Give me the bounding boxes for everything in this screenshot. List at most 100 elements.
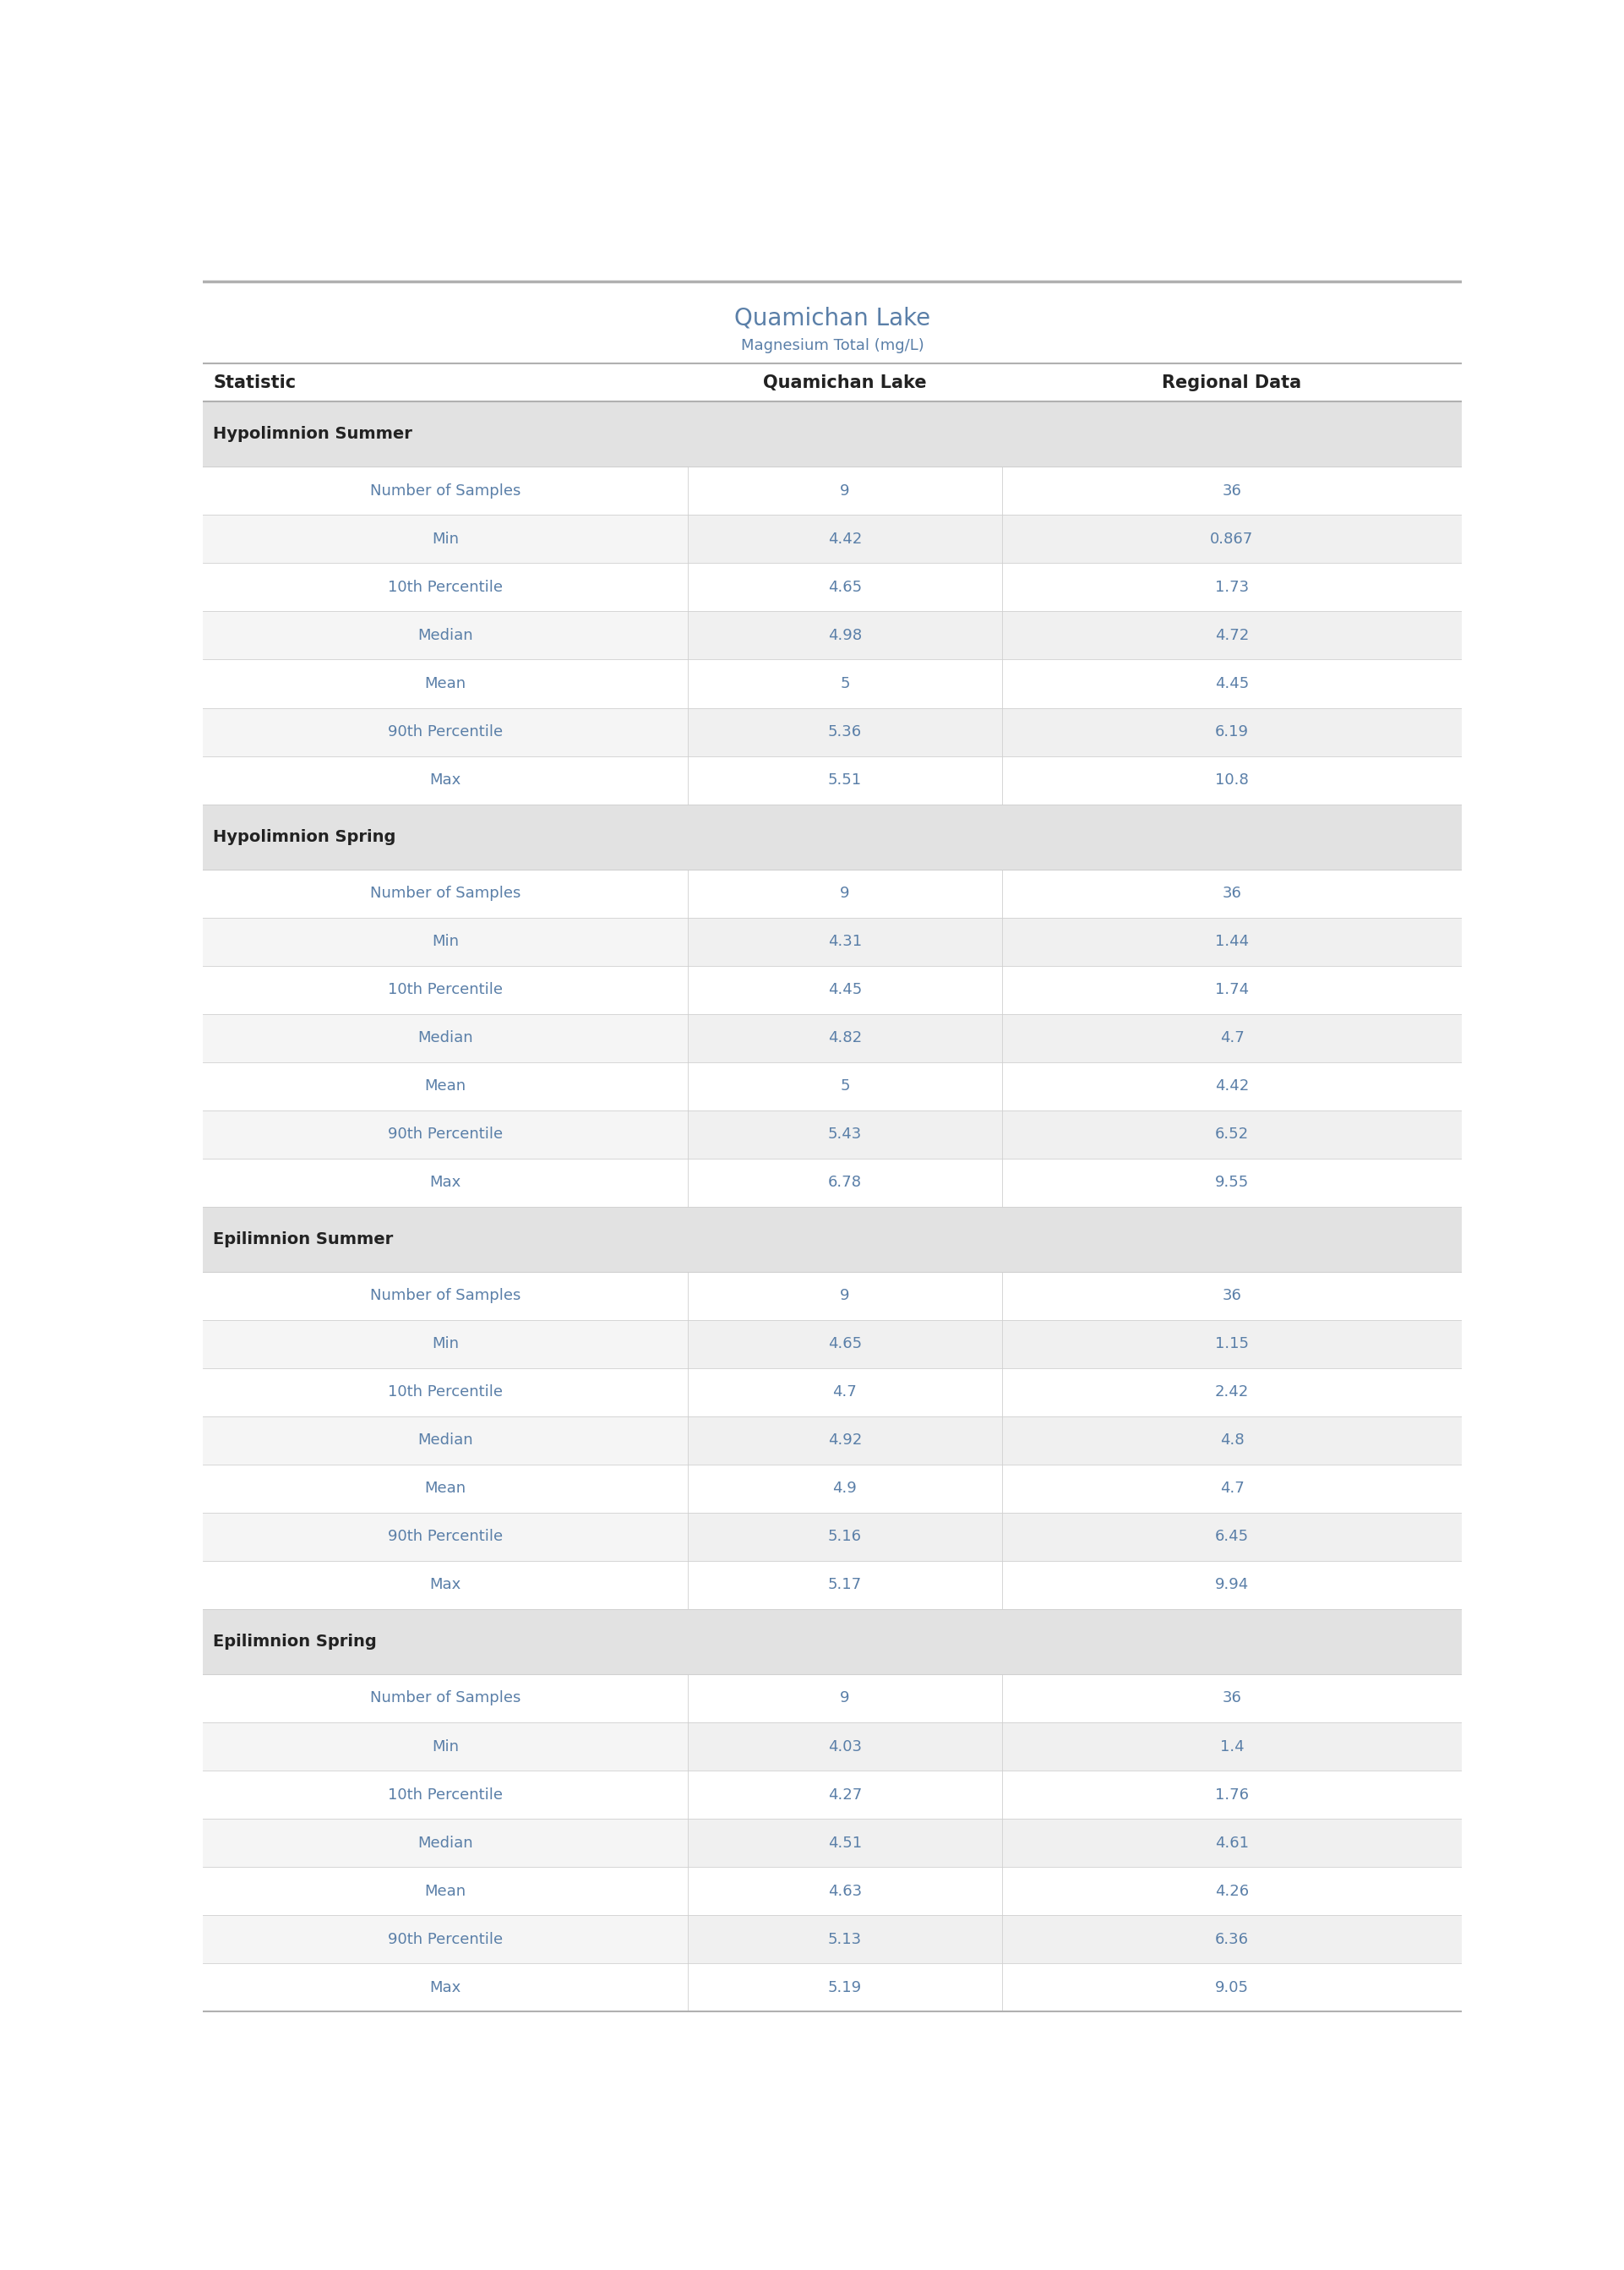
Text: 4.65: 4.65 — [828, 579, 862, 595]
Bar — [687, 563, 1002, 611]
Bar — [687, 869, 1002, 917]
Bar — [1002, 869, 1462, 917]
Bar — [203, 708, 687, 756]
Bar — [203, 563, 687, 611]
Bar — [203, 1723, 687, 1771]
Bar — [1002, 1319, 1462, 1369]
Bar — [203, 1464, 687, 1512]
Bar — [687, 1015, 1002, 1062]
Text: Magnesium Total (mg/L): Magnesium Total (mg/L) — [741, 338, 924, 354]
Text: Min: Min — [432, 933, 460, 949]
Bar — [1002, 1964, 1462, 2011]
Bar — [1002, 1271, 1462, 1319]
Text: 1.73: 1.73 — [1215, 579, 1249, 595]
Text: 90th Percentile: 90th Percentile — [388, 1530, 503, 1544]
Bar — [687, 708, 1002, 756]
Text: Median: Median — [417, 1031, 473, 1046]
Bar — [203, 1319, 687, 1369]
Text: 6.36: 6.36 — [1215, 1932, 1249, 1948]
Bar — [203, 1771, 687, 1818]
Text: Max: Max — [429, 1979, 461, 1995]
Bar — [1002, 1818, 1462, 1866]
Text: 4.03: 4.03 — [828, 1739, 862, 1755]
Bar — [687, 1723, 1002, 1771]
Text: 4.7: 4.7 — [833, 1385, 857, 1401]
Bar — [687, 1562, 1002, 1609]
Text: 1.4: 1.4 — [1220, 1739, 1244, 1755]
Bar — [203, 1818, 687, 1866]
Text: 6.78: 6.78 — [828, 1176, 862, 1189]
Bar — [1002, 1866, 1462, 1916]
Text: 10th Percentile: 10th Percentile — [388, 579, 503, 595]
Bar — [1002, 1723, 1462, 1771]
Bar — [687, 1271, 1002, 1319]
Text: Min: Min — [432, 1739, 460, 1755]
Text: Number of Samples: Number of Samples — [370, 484, 521, 499]
Text: 4.26: 4.26 — [1215, 1884, 1249, 1898]
Bar — [203, 1158, 687, 1208]
Text: 9: 9 — [840, 1287, 849, 1303]
Text: 5.51: 5.51 — [828, 772, 862, 788]
Bar — [203, 515, 687, 563]
Text: 2.42: 2.42 — [1215, 1385, 1249, 1401]
Text: 0.867: 0.867 — [1210, 531, 1254, 547]
Bar — [203, 869, 687, 917]
Bar — [687, 1110, 1002, 1158]
Bar — [687, 1964, 1002, 2011]
Bar — [1002, 1562, 1462, 1609]
Bar — [687, 611, 1002, 661]
Text: 10th Percentile: 10th Percentile — [388, 1786, 503, 1802]
Text: Epilimnion Summer: Epilimnion Summer — [213, 1230, 393, 1246]
Text: Max: Max — [429, 1176, 461, 1189]
Text: 4.27: 4.27 — [828, 1786, 862, 1802]
Bar — [1002, 1062, 1462, 1110]
Text: Hypolimnion Spring: Hypolimnion Spring — [213, 829, 396, 844]
Bar — [687, 1512, 1002, 1562]
Text: 9.05: 9.05 — [1215, 1979, 1249, 1995]
Bar — [1002, 515, 1462, 563]
Bar — [1002, 917, 1462, 965]
Bar — [203, 402, 1462, 468]
Text: 4.9: 4.9 — [833, 1480, 857, 1496]
Bar — [203, 1866, 687, 1916]
Text: 4.8: 4.8 — [1220, 1432, 1244, 1448]
Text: 4.7: 4.7 — [1220, 1031, 1244, 1046]
Text: 9.94: 9.94 — [1215, 1578, 1249, 1594]
Bar — [687, 1464, 1002, 1512]
Text: 4.61: 4.61 — [1215, 1834, 1249, 1850]
Text: Min: Min — [432, 531, 460, 547]
Bar — [687, 1319, 1002, 1369]
Bar — [203, 1110, 687, 1158]
Bar — [687, 1866, 1002, 1916]
Text: Mean: Mean — [424, 676, 466, 692]
Text: Median: Median — [417, 1834, 473, 1850]
Text: 5.36: 5.36 — [828, 724, 862, 740]
Text: Quamichan Lake: Quamichan Lake — [763, 375, 927, 390]
Bar — [1002, 1416, 1462, 1464]
Text: 4.72: 4.72 — [1215, 629, 1249, 642]
Bar — [1002, 468, 1462, 515]
Bar — [687, 1369, 1002, 1416]
Text: 36: 36 — [1223, 1287, 1242, 1303]
Bar — [203, 1271, 687, 1319]
Bar — [203, 804, 1462, 869]
Bar — [1002, 563, 1462, 611]
Text: 9.55: 9.55 — [1215, 1176, 1249, 1189]
Bar — [687, 1158, 1002, 1208]
Text: Number of Samples: Number of Samples — [370, 885, 521, 901]
Bar — [203, 756, 687, 804]
Bar — [687, 1818, 1002, 1866]
Bar — [687, 1771, 1002, 1818]
Text: 90th Percentile: 90th Percentile — [388, 1932, 503, 1948]
Text: Mean: Mean — [424, 1078, 466, 1094]
Text: Epilimnion Spring: Epilimnion Spring — [213, 1634, 377, 1650]
Text: Max: Max — [429, 1578, 461, 1594]
Bar — [203, 1015, 687, 1062]
Bar — [687, 756, 1002, 804]
Text: 4.63: 4.63 — [828, 1884, 862, 1898]
Text: 10.8: 10.8 — [1215, 772, 1249, 788]
Text: 6.19: 6.19 — [1215, 724, 1249, 740]
Bar — [203, 1916, 687, 1964]
Text: Median: Median — [417, 1432, 473, 1448]
Text: 1.76: 1.76 — [1215, 1786, 1249, 1802]
